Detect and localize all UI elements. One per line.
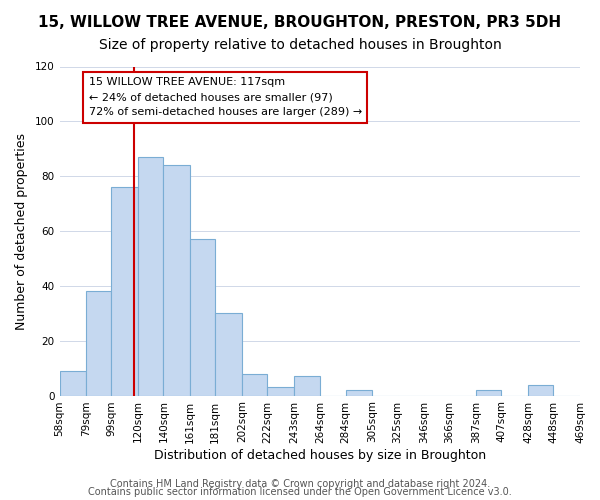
Bar (112, 187, 138, 396)
Bar (476, 390, 502, 396)
Bar (215, 314, 242, 396)
Text: 15 WILLOW TREE AVENUE: 117sqm
← 24% of detached houses are smaller (97)
72% of s: 15 WILLOW TREE AVENUE: 117sqm ← 24% of d… (89, 78, 362, 117)
Bar (163, 165, 190, 396)
Text: Contains public sector information licensed under the Open Government Licence v3: Contains public sector information licen… (88, 487, 512, 497)
Bar (242, 374, 267, 396)
Bar (294, 376, 320, 396)
Bar (267, 388, 294, 396)
Bar (86, 292, 112, 396)
Bar (59, 371, 86, 396)
Bar (190, 240, 215, 396)
Text: Size of property relative to detached houses in Broughton: Size of property relative to detached ho… (98, 38, 502, 52)
Bar (138, 157, 163, 396)
Bar (346, 390, 373, 396)
Bar (528, 384, 553, 396)
Text: Contains HM Land Registry data © Crown copyright and database right 2024.: Contains HM Land Registry data © Crown c… (110, 479, 490, 489)
X-axis label: Distribution of detached houses by size in Broughton: Distribution of detached houses by size … (154, 450, 486, 462)
Text: 15, WILLOW TREE AVENUE, BROUGHTON, PRESTON, PR3 5DH: 15, WILLOW TREE AVENUE, BROUGHTON, PREST… (38, 15, 562, 30)
Y-axis label: Number of detached properties: Number of detached properties (15, 132, 28, 330)
